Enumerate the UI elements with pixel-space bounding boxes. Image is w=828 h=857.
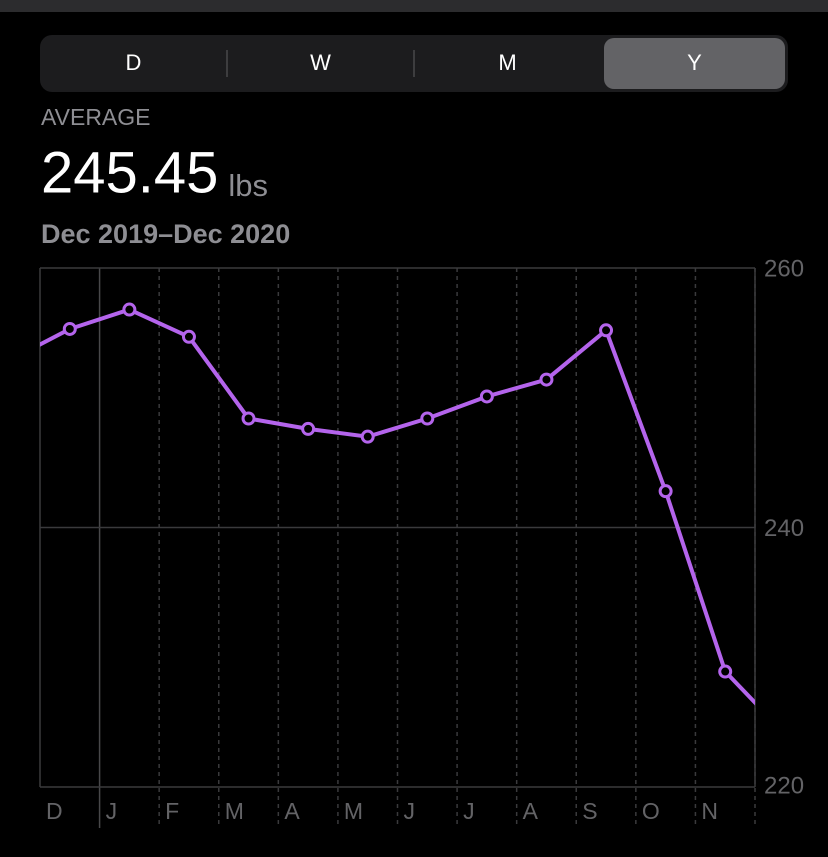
- y-tick-label: 220: [764, 772, 804, 799]
- point: [539, 372, 554, 387]
- line: [40, 307, 755, 706]
- y-tick-label: 260: [764, 255, 804, 282]
- y-tick-label: 240: [764, 515, 804, 542]
- segment-label[interactable]: Y: [687, 50, 702, 75]
- point: [181, 329, 196, 344]
- x-tick-label: F: [165, 798, 179, 824]
- x-tick-label: S: [582, 798, 597, 824]
- point: [62, 321, 77, 336]
- point: [360, 429, 375, 444]
- x-tick-label: D: [46, 798, 63, 824]
- x-tick-label: M: [344, 798, 363, 824]
- point: [718, 664, 733, 679]
- x-tick-label: A: [284, 798, 300, 824]
- segment-label[interactable]: M: [498, 50, 516, 75]
- summary-unit: lbs: [228, 168, 268, 203]
- segment-selected[interactable]: [604, 38, 785, 89]
- segment-label[interactable]: D: [126, 50, 142, 75]
- top-bar: [0, 0, 828, 12]
- point: [241, 411, 256, 426]
- series: [40, 302, 755, 706]
- point: [420, 411, 435, 426]
- x-tick-label: J: [463, 798, 475, 824]
- x-tick-label: J: [106, 798, 118, 824]
- summary-range: Dec 2019–Dec 2020: [41, 219, 290, 249]
- x-tick-label: A: [523, 798, 539, 824]
- point: [122, 302, 137, 317]
- summary-label: AVERAGE: [41, 104, 151, 130]
- x-tick-label: M: [225, 798, 244, 824]
- point: [658, 484, 673, 499]
- point: [301, 421, 316, 436]
- x-tick-label: O: [642, 798, 660, 824]
- segment-label[interactable]: W: [310, 50, 331, 75]
- point: [479, 389, 494, 404]
- x-tick-label: N: [701, 798, 718, 824]
- point: [599, 323, 614, 338]
- x-tick-label: J: [404, 798, 416, 824]
- summary-value: 245.45: [41, 140, 218, 205]
